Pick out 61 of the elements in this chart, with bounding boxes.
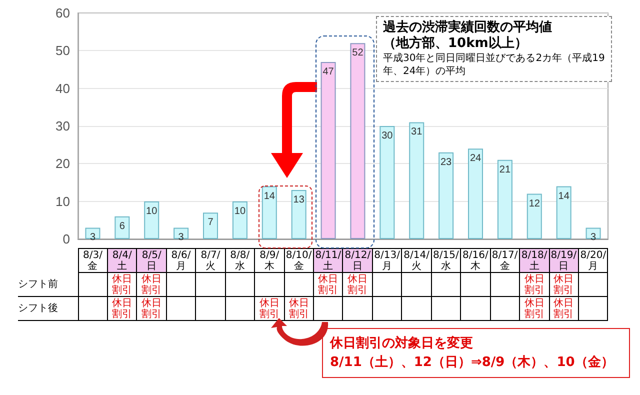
data-label: 52 xyxy=(352,48,364,59)
text: 休日割引 xyxy=(524,274,544,296)
data-label: 21 xyxy=(499,164,511,176)
data-label: 12 xyxy=(528,198,540,210)
x-tick-label: 8/9/木 xyxy=(254,248,284,272)
x-tick-label: 8/8/水 xyxy=(225,248,255,272)
y-tick-label: 50 xyxy=(56,43,70,58)
data-label: 23 xyxy=(440,156,452,168)
data-label: 31 xyxy=(411,126,423,138)
data-label: 14 xyxy=(558,190,570,202)
data-label: 24 xyxy=(470,153,482,164)
x-tick-label: 8/19/日 xyxy=(549,248,578,272)
x-tick-label: 8/3/金 xyxy=(78,248,108,272)
data-label: 3 xyxy=(90,232,96,244)
x-tick-label: 8/11/土 xyxy=(314,248,343,272)
text: 休日割引 xyxy=(288,298,309,320)
y-tick-label: 60 xyxy=(56,6,70,20)
text: 過去の渋滞実績回数の平均値（地方部、10km以上） xyxy=(383,20,553,52)
text: 平成30年と同日同曜日並びである2カ年（平成19年、24年）の平均 xyxy=(383,52,605,78)
data-label: 10 xyxy=(234,206,246,217)
text: 休日割引 xyxy=(348,274,368,296)
data-label: 6 xyxy=(119,220,126,232)
text: 休日割引 xyxy=(524,298,544,320)
x-tick-label: 8/4/土 xyxy=(107,248,137,272)
category-label: シフト前 xyxy=(18,278,58,290)
y-tick-label: 0 xyxy=(62,232,70,246)
data-label: 47 xyxy=(322,66,334,78)
data-label: 10 xyxy=(146,206,158,217)
text: 休日割引 xyxy=(318,274,338,296)
x-tick-label: 8/13/月 xyxy=(372,248,402,272)
x-tick-label: 8/7/火 xyxy=(196,248,226,272)
x-tick-label: 8/16/木 xyxy=(460,248,490,272)
text: 休日割引 xyxy=(554,274,574,296)
text: 休日割引 xyxy=(259,298,280,320)
data-label: 14 xyxy=(264,190,276,202)
x-tick-label: 8/17/金 xyxy=(490,248,520,272)
x-tick-label: 8/5/日 xyxy=(136,248,166,272)
text: 休日割引 xyxy=(112,274,132,296)
text: 休日割引 xyxy=(554,298,574,320)
x-tick-label: 8/18/土 xyxy=(520,248,549,272)
y-tick-label: 30 xyxy=(56,118,70,134)
x-tick-label: 8/12/日 xyxy=(342,248,372,272)
text: 休日割引 xyxy=(142,274,162,296)
text: 休日割引の対象日を変更 xyxy=(330,334,474,353)
x-tick-label: 8/10/金 xyxy=(284,248,314,272)
x-tick-label: 8/20/月 xyxy=(578,248,608,272)
category-label: シフト後 xyxy=(18,303,58,314)
text: 8/11（土）、12（日）⇒8/9（木）、10（金） xyxy=(330,354,615,372)
data-label: 13 xyxy=(293,194,305,206)
text: 休日割引 xyxy=(112,298,132,320)
text: 休日割引 xyxy=(142,298,162,320)
data-label: 7 xyxy=(208,217,214,228)
data-label: 3 xyxy=(590,232,596,244)
y-tick-label: 20 xyxy=(56,156,70,172)
y-tick-label: 10 xyxy=(56,194,70,209)
x-tick-label: 8/14/火 xyxy=(402,248,432,272)
data-label: 3 xyxy=(178,232,184,244)
x-tick-label: 8/15/水 xyxy=(431,248,461,272)
y-tick-label: 40 xyxy=(56,80,70,96)
data-label: 30 xyxy=(382,130,394,142)
x-tick-label: 8/6/月 xyxy=(166,248,196,272)
